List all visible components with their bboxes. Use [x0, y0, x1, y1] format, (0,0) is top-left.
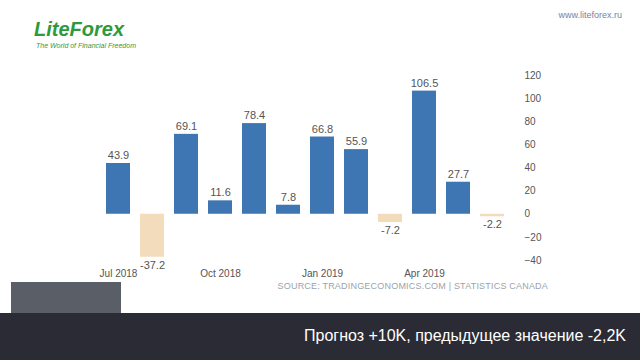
svg-text:60: 60 — [525, 139, 537, 150]
svg-text:-7.2: -7.2 — [381, 224, 400, 236]
svg-text:−40: −40 — [525, 255, 542, 266]
svg-text:78.4: 78.4 — [244, 109, 265, 121]
svg-text:69.1: 69.1 — [176, 120, 197, 132]
html-text:SOURCE: TRADINGECONOMICS.COM |: SOURCE: TRADINGECONOMICS.COM | STATISTIC… — [277, 281, 548, 291]
svg-text:-37.2: -37.2 — [140, 259, 165, 271]
svg-text:100: 100 — [525, 93, 542, 104]
svg-text:55.9: 55.9 — [346, 135, 367, 147]
svg-text:−20: −20 — [525, 232, 542, 243]
svg-text:Apr 2019: Apr 2019 — [404, 268, 445, 279]
svg-text:40: 40 — [525, 162, 537, 173]
html-text:The World of Financial Freedom: The World of Financial Freedom — [36, 42, 136, 49]
svg-text:Jan 2019: Jan 2019 — [302, 268, 344, 279]
svg-text:80: 80 — [525, 116, 537, 127]
html-text:www.liteforex.ru: www.liteforex.ru — [558, 10, 622, 20]
svg-text:11.6: 11.6 — [210, 186, 231, 198]
html-text:Прогноз +10K, предыдущее значе: Прогноз +10K, предыдущее значение -2,2K — [304, 327, 626, 344]
svg-text:-2.2: -2.2 — [483, 218, 502, 230]
svg-text:66.8: 66.8 — [312, 123, 333, 135]
svg-text:Oct 2018: Oct 2018 — [200, 268, 241, 279]
svg-text:106.5: 106.5 — [411, 77, 439, 89]
svg-text:120: 120 — [525, 70, 542, 81]
svg-text:20: 20 — [525, 185, 537, 196]
svg-text:43.9: 43.9 — [108, 149, 129, 161]
svg-text:7.8: 7.8 — [281, 191, 296, 203]
svg-text:0: 0 — [525, 208, 531, 219]
html-text:LiteForex: LiteForex — [34, 18, 124, 40]
svg-text:Jul 2018: Jul 2018 — [100, 268, 138, 279]
svg-text:27.7: 27.7 — [448, 168, 469, 180]
